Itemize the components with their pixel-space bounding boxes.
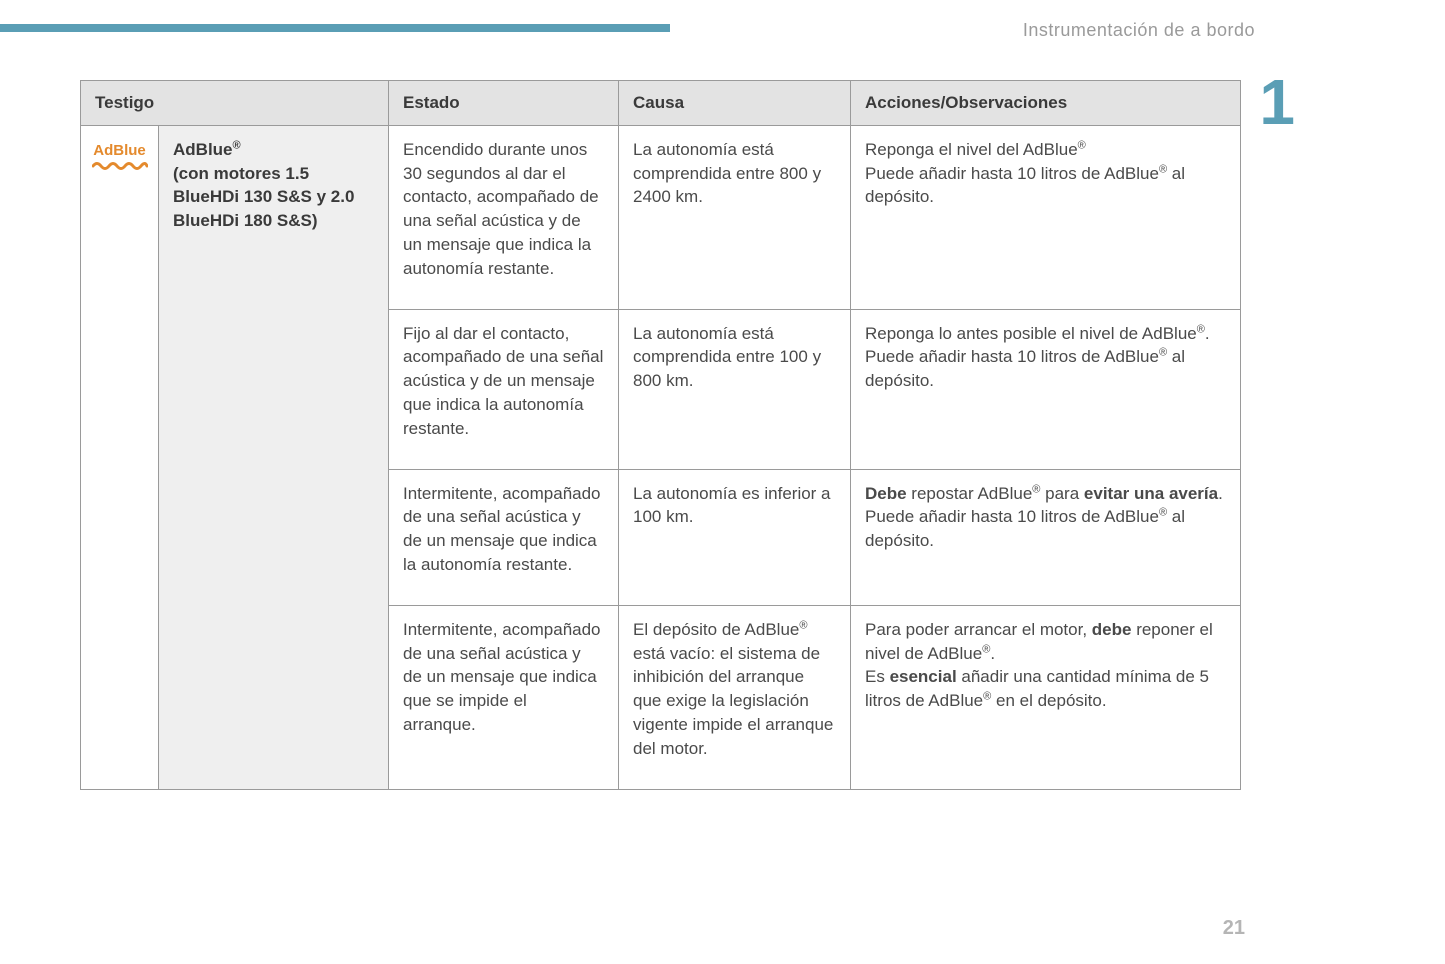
indicator-name-cell: AdBlue® (con motores 1.5 BlueHDi 130 S&S… [159, 125, 389, 789]
acciones-cell: Reponga el nivel del AdBlue® Puede añadi… [851, 125, 1241, 309]
chapter-number: 1 [1259, 70, 1295, 134]
acc-text: repostar AdBlue [907, 484, 1033, 503]
causa-cell: El depósito de AdBlue® está vacío: el si… [619, 605, 851, 789]
warning-table: Testigo Estado Causa Acciones/Observacio… [80, 80, 1240, 790]
page-number: 21 [1223, 917, 1245, 940]
acc-text: . [1218, 484, 1223, 503]
acc-text: Para poder arrancar el motor, [865, 620, 1092, 639]
acc-text: . [990, 644, 995, 663]
acc-text: Reponga lo antes posible el nivel de AdB… [865, 324, 1197, 343]
acc-text: Es [865, 667, 890, 686]
estado-cell: Intermitente, acompañado de una señal ac… [389, 469, 619, 605]
indicator-sub: (con motores 1.5 BlueHDi 130 S&S y 2.0 B… [173, 164, 354, 231]
reg-mark: ® [233, 139, 241, 151]
indicator-name: AdBlue [173, 140, 233, 159]
acciones-cell: Reponga lo antes posible el nivel de AdB… [851, 309, 1241, 469]
acciones-cell: Para poder arrancar el motor, debe repon… [851, 605, 1241, 789]
causa-text: está vacío: el sistema de inhibición del… [633, 644, 833, 758]
acciones-cell: Debe repostar AdBlue ® para evitar una av… [851, 469, 1241, 605]
section-title: Instrumentación de a bordo [1023, 20, 1255, 41]
causa-text: El depósito de AdBlue [633, 620, 799, 639]
table-row: AdBlue AdBlue® (con motores 1.5 BlueHDi … [81, 125, 1241, 309]
adblue-icon: AdBlue [92, 143, 148, 170]
acc-text: Puede añadir hasta 10 litros de AdBlue [865, 507, 1159, 526]
reg-mark: ® [1159, 347, 1167, 359]
causa-cell: La autonomía es inferior a 100 km. [619, 469, 851, 605]
causa-cell: La autonomía está comprendida entre 800 … [619, 125, 851, 309]
col-acciones: Acciones/Observaciones [851, 81, 1241, 126]
acc-text: . [1205, 324, 1210, 343]
causa-cell: La autonomía está comprendida entre 100 … [619, 309, 851, 469]
header-accent-bar [0, 24, 670, 32]
acc-bold: debe [1092, 620, 1132, 639]
acc-bold: esencial [890, 667, 957, 686]
indicator-icon-cell: AdBlue [81, 125, 159, 789]
acc-text: Puede añadir hasta 10 litros de AdBlue [865, 164, 1159, 183]
estado-cell: Fijo al dar el contacto, acompañado de u… [389, 309, 619, 469]
acc-text: en el depósito. [991, 691, 1106, 710]
wave-icon [92, 160, 148, 170]
acc-bold: evitar una avería [1084, 484, 1218, 503]
reg-mark: ® [1159, 507, 1167, 519]
acc-text: Reponga el nivel del AdBlue [865, 140, 1078, 159]
acc-text: Puede añadir hasta 10 litros de AdBlue [865, 347, 1159, 366]
reg-mark: ® [1078, 139, 1086, 151]
estado-cell: Intermitente, acompañado de una señal ac… [389, 605, 619, 789]
acc-bold: Debe [865, 484, 907, 503]
adblue-icon-text: AdBlue [93, 142, 146, 159]
col-causa: Causa [619, 81, 851, 126]
col-testigo: Testigo [81, 81, 389, 126]
reg-mark: ® [1197, 323, 1205, 335]
estado-cell: Encendido durante unos 30 segundos al da… [389, 125, 619, 309]
acc-text: para [1040, 484, 1083, 503]
reg-mark: ® [1159, 163, 1167, 175]
reg-mark: ® [799, 619, 807, 631]
table-header-row: Testigo Estado Causa Acciones/Observacio… [81, 81, 1241, 126]
col-estado: Estado [389, 81, 619, 126]
